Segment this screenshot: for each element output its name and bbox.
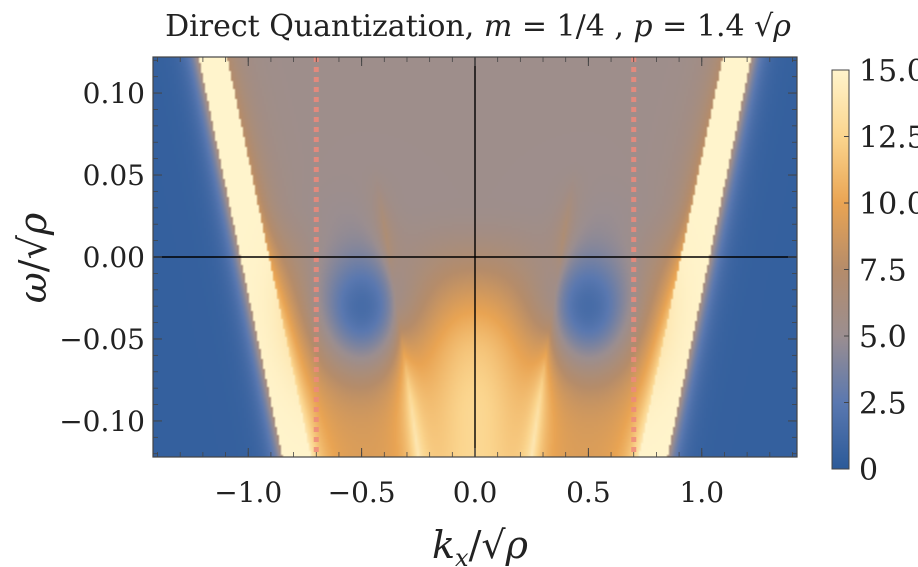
- title-p-label: p: [633, 9, 652, 44]
- y-tick-label: 0.05: [83, 159, 145, 192]
- y-tick-label: −0.05: [59, 323, 145, 356]
- colorbar: 0 2.5 5.0 7.5 10.0 12.5 15.0: [831, 54, 918, 488]
- x-axis-label: kx/√ρ: [432, 523, 529, 567]
- y-tick-label: 0.00: [83, 241, 145, 274]
- colorbar-tick-label: 10.0: [859, 187, 918, 222]
- chart-title: Direct Quantization, m = 1/4 , p = 1.4 √…: [165, 9, 791, 44]
- colorbar-tick-label: 15.0: [859, 54, 918, 89]
- colorbar-tick-label: 7.5: [859, 254, 907, 289]
- x-tick-label: 1.0: [679, 476, 724, 509]
- x-tick-label: −0.5: [328, 476, 396, 509]
- colorbar-tick-label: 12.5: [859, 121, 918, 156]
- title-rho: ρ: [772, 9, 791, 44]
- title-p-value: 1.4: [697, 9, 745, 44]
- title-m-label: m: [484, 9, 512, 44]
- heatmap-area: [153, 57, 797, 457]
- colorbar-tick-label: 5.0: [859, 320, 907, 355]
- x-tick-label: −1.0: [214, 476, 282, 509]
- reference-lines: [153, 57, 797, 457]
- y-tick-label: 0.10: [83, 77, 145, 110]
- x-tick-label: 0.5: [566, 476, 611, 509]
- colorbar-tick-label: 0: [859, 453, 878, 488]
- title-m-value: 1/4: [557, 9, 605, 44]
- y-axis: 0.10 0.05 0.00 −0.05 −0.10: [59, 59, 797, 455]
- colorbar-tick-label: 2.5: [859, 387, 907, 422]
- x-tick-label: 0.0: [453, 476, 498, 509]
- y-tick-label: −0.10: [59, 405, 145, 438]
- y-axis-label: ω/√ρ: [11, 212, 55, 303]
- x-axis: −1.0 −0.5 0.0 0.5 1.0: [157, 57, 793, 509]
- colorbar-ticks: 0 2.5 5.0 7.5 10.0 12.5 15.0: [844, 54, 918, 488]
- title-text: Direct Quantization,: [165, 9, 474, 44]
